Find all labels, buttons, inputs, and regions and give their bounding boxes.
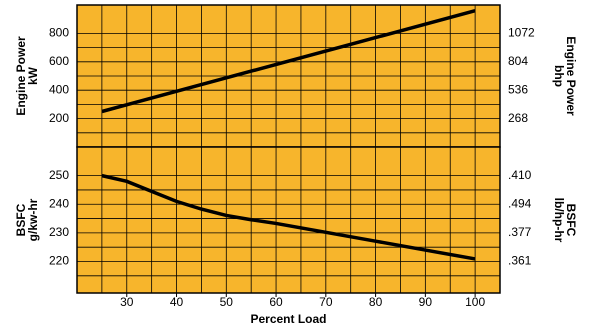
x-tick-label: 80 — [369, 295, 383, 309]
y-tick-label: 230 — [49, 225, 69, 239]
y-tick-label: 600 — [49, 54, 69, 68]
x-tick-label: 100 — [465, 295, 485, 309]
y2-tick-label: .377 — [508, 225, 532, 239]
y2-axis-label: Engine Power — [564, 36, 578, 116]
y2-tick-label: .410 — [508, 168, 532, 182]
x-tick-label: 90 — [419, 295, 433, 309]
y-tick-label: 800 — [49, 26, 69, 40]
y-tick-label: 200 — [49, 111, 69, 125]
y2-tick-label: 1072 — [508, 26, 535, 40]
plot-border — [76, 146, 501, 294]
y-axis-label: Engine Power — [14, 36, 28, 116]
y2-tick-label: 268 — [508, 111, 528, 125]
x-tick-label: 70 — [319, 295, 333, 309]
x-axis-label: Percent Load — [250, 312, 326, 326]
x-tick-label: 60 — [269, 295, 283, 309]
data-line — [101, 173, 476, 261]
y2-tick-label: 536 — [508, 82, 528, 96]
x-tick-label: 30 — [120, 295, 134, 309]
y-axis-label: g/kw-hr — [26, 198, 40, 241]
y-axis-label: kW — [26, 66, 40, 85]
x-tick-label: 50 — [220, 295, 234, 309]
y-axis-label: BSFC — [14, 203, 28, 236]
y2-axis-label: lb/hp-hr — [552, 198, 566, 243]
y2-axis-label: bhp — [552, 65, 566, 87]
x-tick-label: 40 — [170, 295, 184, 309]
y2-tick-label: .494 — [508, 196, 532, 210]
plot-area — [77, 147, 500, 293]
y2-tick-label: 804 — [508, 54, 528, 68]
y-tick-label: 400 — [49, 82, 69, 96]
y2-tick-label: .361 — [508, 254, 532, 268]
y-tick-label: 240 — [49, 196, 69, 210]
y-tick-label: 220 — [49, 254, 69, 268]
y2-axis-label: BSFC — [564, 204, 578, 237]
data-line — [101, 8, 476, 114]
y-tick-label: 250 — [49, 168, 69, 182]
